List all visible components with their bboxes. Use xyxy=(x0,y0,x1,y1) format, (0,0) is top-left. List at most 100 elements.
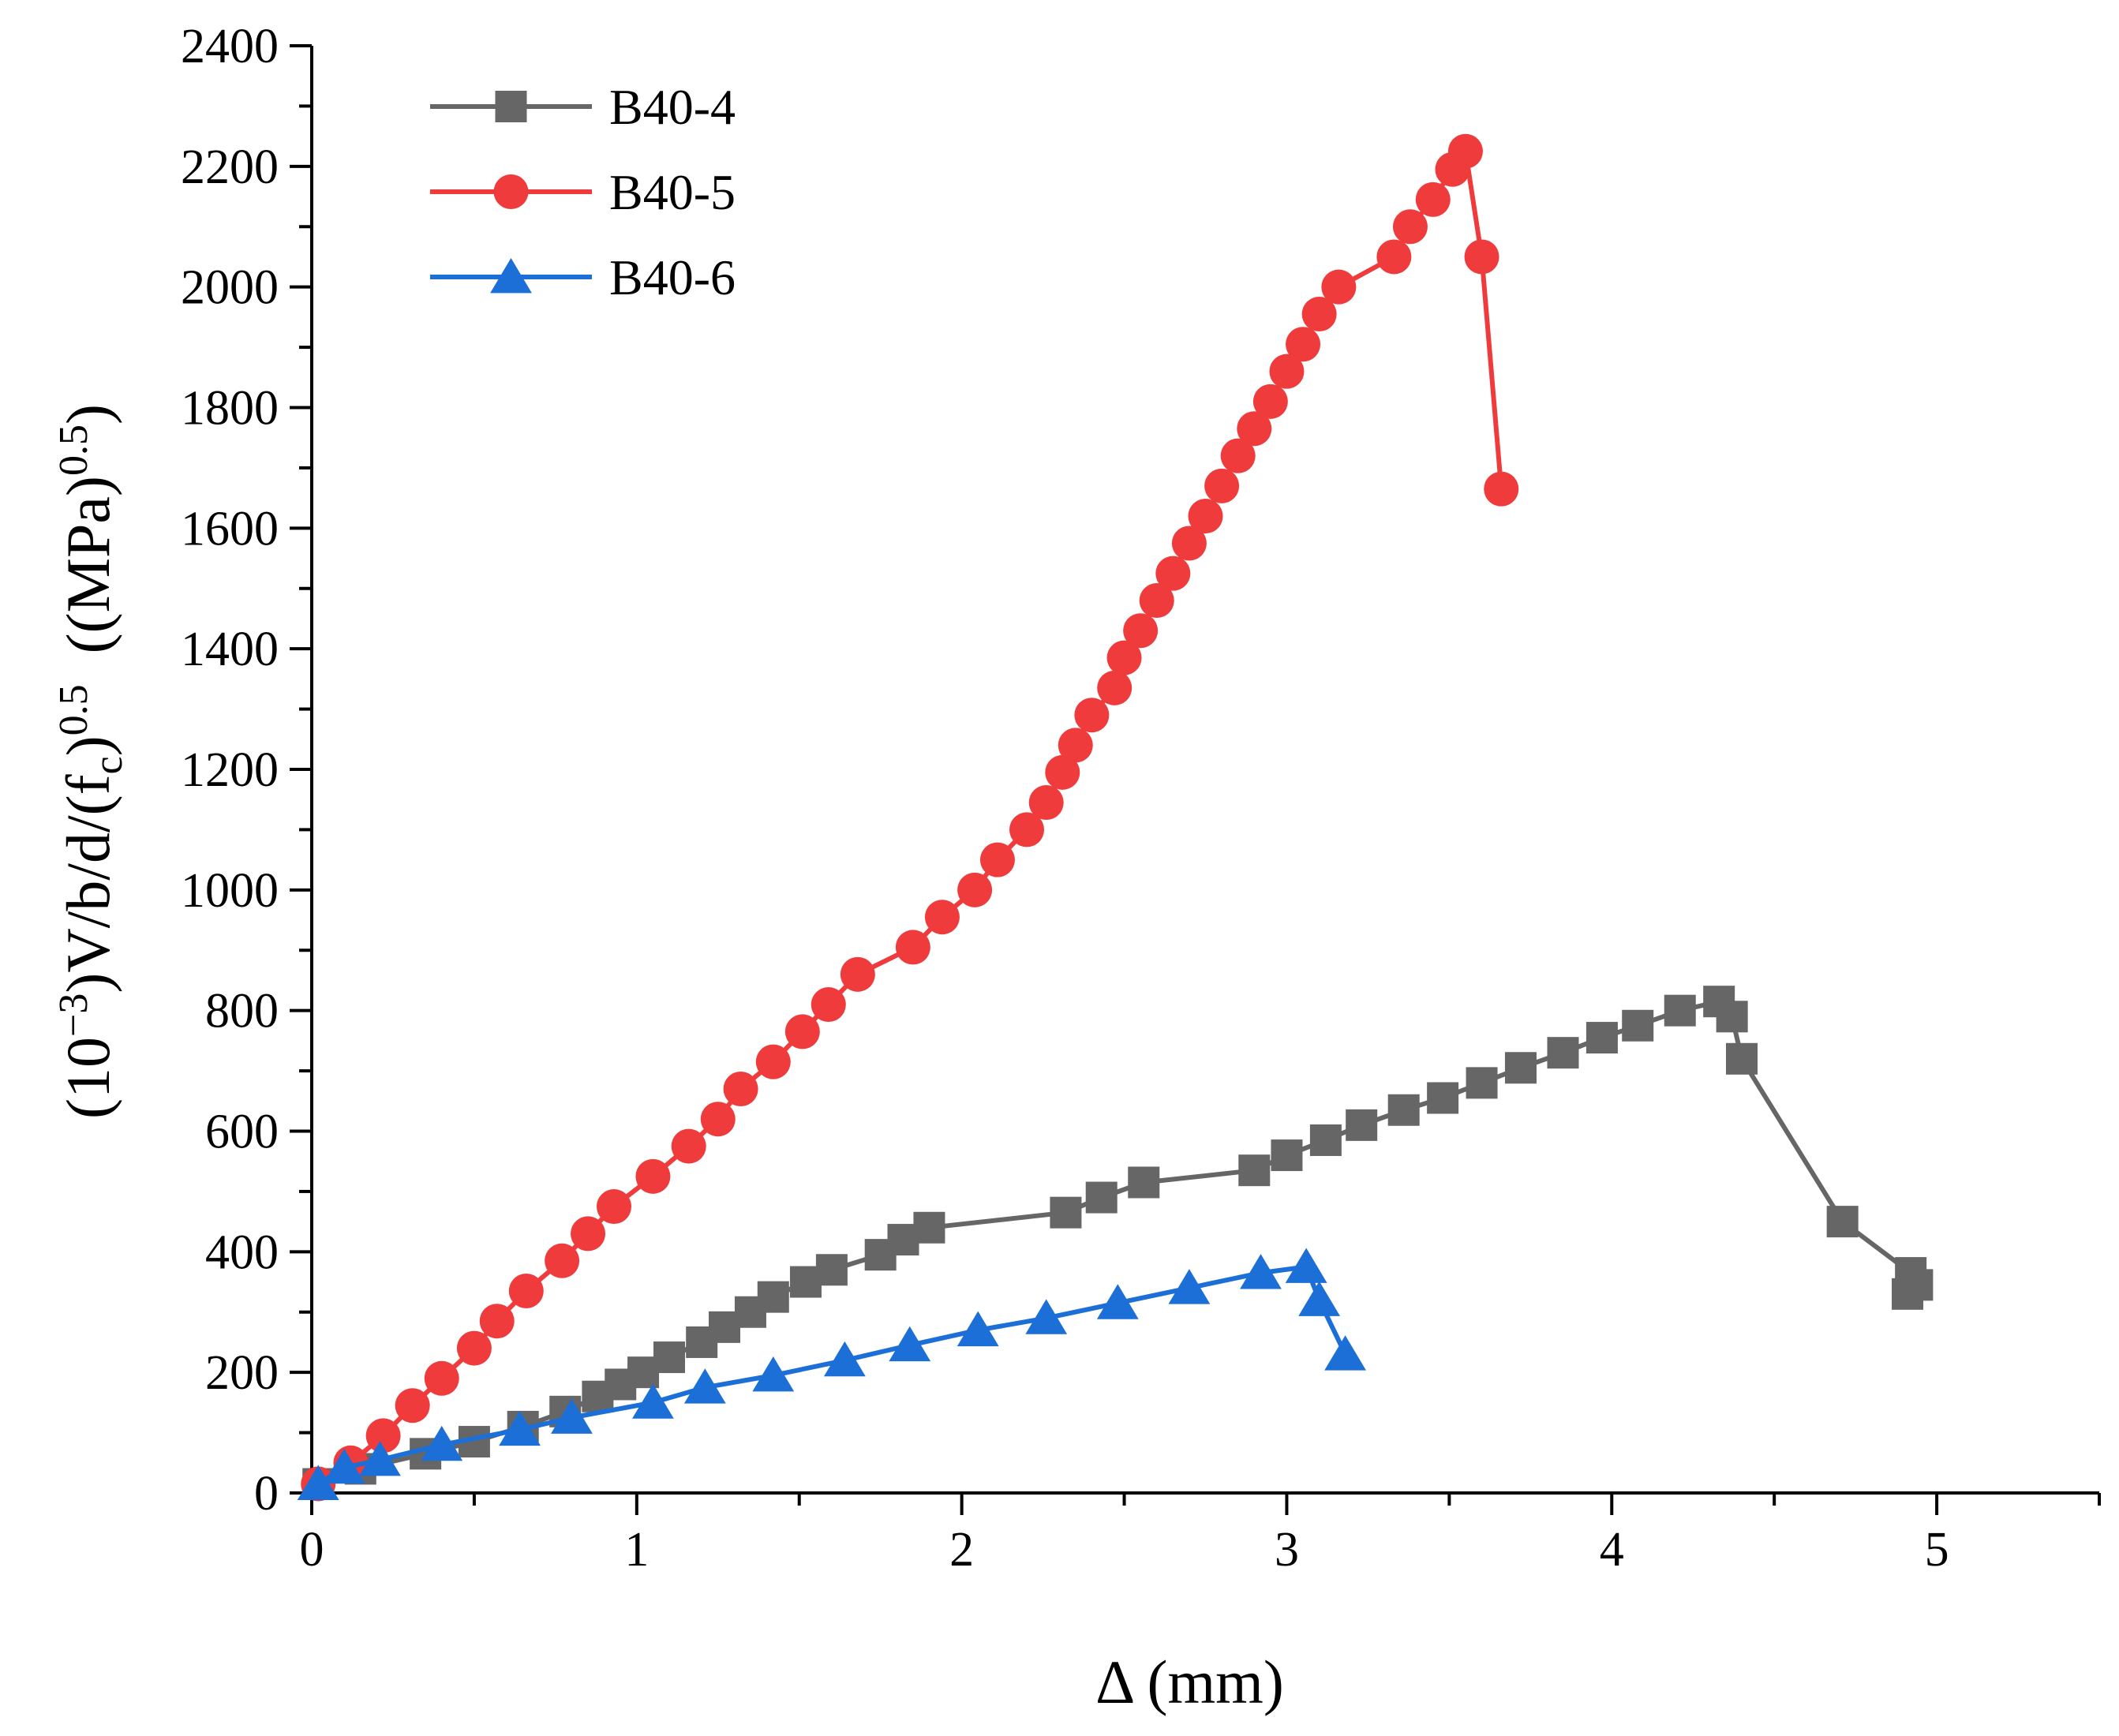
x-tick-label: 3 xyxy=(1275,1523,1299,1577)
data-point-b40-5 xyxy=(979,842,1015,877)
data-point-b40-4 xyxy=(1271,1139,1303,1172)
data-point-b40-6 xyxy=(1324,1335,1366,1371)
data-point-b40-6 xyxy=(632,1383,674,1419)
data-point-b40-5 xyxy=(895,930,930,965)
data-point-b40-5 xyxy=(1074,698,1110,733)
y-tick-label: 600 xyxy=(205,1106,279,1159)
data-point-b40-5 xyxy=(1188,499,1223,534)
data-point-b40-5 xyxy=(755,1044,791,1079)
data-point-b40-5 xyxy=(1045,754,1080,790)
data-point-b40-4 xyxy=(653,1341,685,1374)
y-title-units-close: ) xyxy=(54,404,122,425)
data-point-b40-6 xyxy=(359,1440,401,1476)
data-point-b40-6 xyxy=(683,1368,726,1404)
data-point-b40-6 xyxy=(1285,1248,1327,1283)
y-title-exp2: 0.5 xyxy=(51,684,96,735)
x-tick-label: 5 xyxy=(1925,1523,1949,1577)
y-tick-label: 400 xyxy=(205,1225,279,1279)
data-point-b40-4 xyxy=(757,1281,789,1313)
legend-label-b40-6: B40-6 xyxy=(609,249,736,305)
data-point-b40-5 xyxy=(479,1304,515,1339)
svg-text:(10−3)V/b/d/(fc)0.5 ((MPa)0.5: (10−3)V/b/d/(fc)0.5 ((MPa)0.5) xyxy=(51,404,131,1119)
data-point-b40-4 xyxy=(1892,1278,1924,1310)
data-point-b40-5 xyxy=(1171,526,1207,561)
y-title-sub: c xyxy=(86,756,131,774)
y-tick-label: 0 xyxy=(254,1467,279,1521)
data-point-b40-5 xyxy=(1009,812,1044,847)
legend-item-b40-4: B40-4 xyxy=(430,79,736,135)
data-point-b40-4 xyxy=(1547,1037,1579,1069)
data-point-b40-5 xyxy=(1155,556,1191,591)
y-tick-label: 1200 xyxy=(181,743,279,797)
data-point-b40-5 xyxy=(723,1072,758,1107)
series-layer xyxy=(297,133,1934,1502)
data-point-b40-4 xyxy=(1504,1052,1537,1084)
y-tick-label: 1400 xyxy=(181,623,279,676)
data-point-b40-6 xyxy=(957,1311,999,1347)
data-point-b40-5 xyxy=(1447,133,1483,169)
data-point-b40-6 xyxy=(1240,1254,1282,1289)
series-line-b40-5 xyxy=(316,148,1504,1487)
data-point-b40-4 xyxy=(1309,1124,1342,1156)
data-point-b40-5 xyxy=(365,1418,401,1454)
y-tick-label: 1800 xyxy=(181,382,279,436)
legend: B40-4 B40-5 B40-6 xyxy=(430,79,736,305)
data-point-b40-5 xyxy=(671,1128,706,1164)
data-point-b40-4 xyxy=(815,1254,848,1286)
legend-item-b40-6: B40-6 xyxy=(430,249,736,305)
data-point-b40-5 xyxy=(700,1102,736,1137)
data-point-b40-5 xyxy=(1106,640,1142,675)
y-axis-title: (10−3)V/b/d/(fc)0.5 ((MPa)0.5) xyxy=(51,404,131,1119)
data-point-b40-5 xyxy=(1321,269,1357,305)
data-point-b40-5 xyxy=(784,1014,820,1049)
data-point-b40-6 xyxy=(752,1356,795,1392)
data-point-b40-4 xyxy=(1050,1196,1082,1229)
y-title-close: ) xyxy=(54,735,122,756)
data-point-b40-4 xyxy=(1128,1166,1160,1199)
data-point-b40-6 xyxy=(1096,1284,1139,1319)
data-point-b40-5 xyxy=(1237,411,1272,447)
data-point-b40-4 xyxy=(1726,1042,1758,1075)
data-point-b40-4 xyxy=(913,1211,945,1244)
data-point-b40-5 xyxy=(395,1388,430,1424)
data-point-b40-4 xyxy=(1346,1109,1378,1141)
y-tick-label: 1600 xyxy=(181,502,279,556)
y-tick-label: 800 xyxy=(205,985,279,1038)
y-tick-label: 1000 xyxy=(181,864,279,918)
data-point-b40-5 xyxy=(1415,181,1451,217)
data-point-b40-5 xyxy=(1464,239,1499,275)
series-b40-5 xyxy=(301,133,1519,1502)
data-point-b40-5 xyxy=(1252,383,1288,419)
data-point-b40-4 xyxy=(1664,994,1696,1027)
x-tick-label: 0 xyxy=(300,1523,324,1577)
data-point-b40-4 xyxy=(1085,1181,1118,1214)
data-point-b40-6 xyxy=(297,1465,339,1500)
data-point-b40-5 xyxy=(1058,728,1093,763)
legend-label-b40-4: B40-4 xyxy=(609,79,736,135)
data-point-b40-5 xyxy=(1028,785,1064,821)
data-point-b40-4 xyxy=(1387,1094,1420,1126)
y-tick-label: 200 xyxy=(205,1346,279,1400)
data-point-b40-6 xyxy=(1298,1281,1341,1316)
series-b40-6 xyxy=(297,1248,1366,1500)
data-point-b40-6 xyxy=(551,1398,593,1434)
y-title-mid: )V/b/d/(f xyxy=(54,774,122,993)
data-point-b40-5 xyxy=(1286,327,1321,362)
data-point-b40-5 xyxy=(1392,209,1428,245)
data-point-b40-5 xyxy=(1204,468,1240,503)
data-point-b40-5 xyxy=(635,1158,671,1194)
data-point-b40-5 xyxy=(1484,471,1519,507)
data-point-b40-5 xyxy=(1301,297,1337,332)
legend-marker-b40-4 xyxy=(495,91,527,122)
data-point-b40-5 xyxy=(545,1243,580,1278)
data-point-b40-5 xyxy=(508,1274,544,1309)
data-point-b40-5 xyxy=(424,1360,459,1396)
x-tick-label: 4 xyxy=(1600,1523,1624,1577)
x-tick-label: 2 xyxy=(949,1523,974,1577)
y-tick-label: 2200 xyxy=(181,140,279,194)
data-point-b40-5 xyxy=(1376,239,1412,275)
x-axis-title: Δ (mm) xyxy=(1095,1648,1284,1716)
data-point-b40-4 xyxy=(1622,1009,1654,1042)
data-point-b40-5 xyxy=(924,900,960,935)
